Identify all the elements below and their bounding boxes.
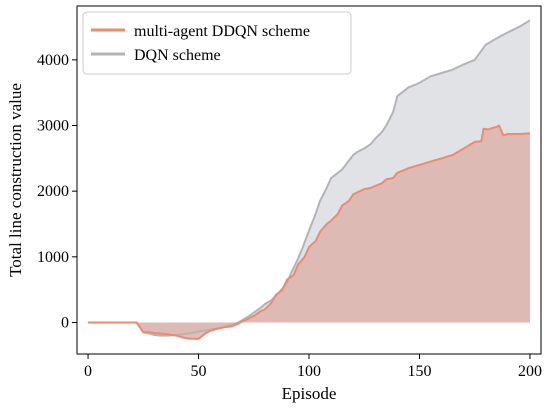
y-tick-label: 4000 xyxy=(37,52,69,69)
legend: multi-agent DDQN scheme DQN scheme xyxy=(82,11,352,75)
series-line-multi-agent-ddqn-scheme xyxy=(88,124,531,340)
x-tick-label: 200 xyxy=(518,363,542,380)
legend-label-dqn-scheme: DQN scheme xyxy=(134,47,221,64)
y-tick-label: 3000 xyxy=(37,118,69,135)
series-line-dqn-scheme xyxy=(88,19,531,337)
y-tick-label: 1000 xyxy=(37,249,69,266)
legend-label-multi-agent-ddqn-scheme: multi-agent DDQN scheme xyxy=(134,23,310,40)
area-fills xyxy=(88,20,530,339)
y-axis-ticks: 0 1000 2000 3000 4000 xyxy=(37,52,77,331)
legend-items: multi-agent DDQN scheme DQN scheme xyxy=(91,23,310,64)
y-tick-label: 2000 xyxy=(37,183,69,200)
x-tick-label: 150 xyxy=(407,363,431,380)
x-axis-ticks: 0 50 100 150 200 xyxy=(84,354,542,380)
series-lines xyxy=(88,19,531,340)
x-tick-label: 50 xyxy=(191,363,207,380)
x-axis-label: Episode xyxy=(282,384,337,403)
x-tick-label: 0 xyxy=(84,363,92,380)
y-axis-label: Total line construction value xyxy=(6,83,25,277)
x-tick-label: 100 xyxy=(297,363,321,380)
y-tick-label: 0 xyxy=(61,314,69,331)
legend-box xyxy=(82,11,352,75)
area-fill-multi-agent-ddqn-scheme xyxy=(88,125,530,339)
